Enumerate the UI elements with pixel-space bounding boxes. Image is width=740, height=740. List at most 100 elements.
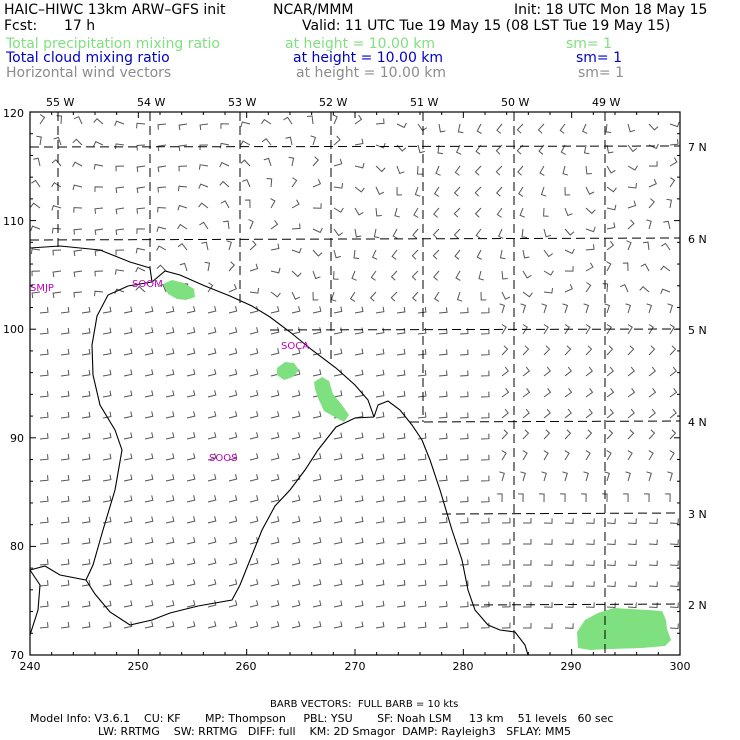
- wind-barb: [228, 369, 238, 377]
- wind-barb: [438, 580, 448, 587]
- wind-barb: [349, 291, 356, 302]
- wind-barb: [270, 558, 280, 566]
- wind-barb: [354, 207, 364, 216]
- wind-barb: [207, 411, 217, 419]
- wind-barb: [564, 284, 573, 293]
- wind-barb: [207, 579, 217, 587]
- wind-barb: [333, 474, 343, 482]
- wind-barb: [165, 327, 175, 335]
- wind-barb: [459, 391, 469, 398]
- wind-barb: [135, 247, 146, 254]
- wind-barb: [39, 601, 49, 608]
- wind-barb: [165, 516, 175, 524]
- wind-barb: [60, 579, 70, 587]
- station-label: SOOS: [209, 453, 237, 464]
- x-tick-label: 260: [236, 660, 257, 673]
- wind-barb: [522, 249, 530, 259]
- field-precip-name: Total precipitation mixing ratio: [6, 36, 220, 52]
- wind-barb: [648, 345, 656, 356]
- wind-barb: [606, 581, 616, 588]
- wind-barb: [669, 366, 678, 377]
- wind-barb: [81, 411, 91, 419]
- wind-barb: [627, 581, 637, 588]
- wind-barb: [123, 516, 133, 524]
- wind-barb: [144, 537, 154, 545]
- wind-barb: [564, 623, 574, 629]
- wind-barb: [220, 200, 230, 209]
- wind-barb: [270, 243, 280, 251]
- wind-barb: [156, 264, 167, 272]
- wind-barb: [81, 348, 91, 356]
- wind-barb: [438, 412, 448, 419]
- wind-barb: [157, 206, 167, 213]
- wind-barb: [312, 537, 322, 545]
- wind-barb: [228, 432, 238, 440]
- wind-barb: [51, 182, 62, 188]
- wind-barb: [371, 249, 378, 260]
- wind-barb: [626, 240, 632, 251]
- wind-barb: [417, 622, 427, 629]
- wind-barb: [354, 162, 365, 169]
- wind-barb: [307, 115, 314, 125]
- wind-barb: [414, 186, 421, 197]
- wind-barb: [73, 249, 83, 257]
- wind-barb: [501, 538, 511, 545]
- wind-barb: [501, 622, 511, 629]
- wind-barb: [81, 369, 91, 377]
- coastlines: [29, 245, 529, 656]
- wind-barb: [625, 471, 631, 482]
- border: [29, 281, 153, 581]
- wind-barb: [177, 223, 188, 230]
- wind-barb: [564, 388, 573, 398]
- wind-barb: [312, 179, 322, 188]
- wind-barb: [417, 123, 427, 132]
- wind-barb: [228, 558, 238, 566]
- wind-barb: [396, 144, 407, 152]
- wind-barb: [562, 165, 568, 176]
- wind-barb: [30, 225, 41, 232]
- wind-barb: [627, 450, 633, 461]
- wind-barb: [453, 186, 461, 197]
- wind-barb: [501, 580, 511, 587]
- wind-barb: [270, 495, 280, 503]
- wind-barb: [433, 270, 440, 281]
- wind-barb: [354, 327, 364, 335]
- wind-barb: [333, 558, 343, 566]
- wind-barb: [396, 165, 405, 175]
- wind-barb: [627, 345, 635, 356]
- wind-barb: [648, 178, 657, 188]
- wind-barb: [459, 475, 469, 482]
- wind-barb: [375, 600, 385, 608]
- wind-barb: [270, 474, 280, 482]
- wind-barb: [669, 157, 678, 167]
- wind-barb: [433, 186, 440, 197]
- wind-barb: [249, 411, 259, 419]
- wind-barb: [81, 579, 91, 587]
- wind-barb: [433, 207, 440, 218]
- border: [85, 416, 375, 626]
- wind-barb: [39, 391, 49, 398]
- y-tick-label: 120: [3, 107, 24, 120]
- wind-barb: [291, 270, 302, 278]
- wind-barb: [560, 144, 566, 155]
- wind-barb: [354, 186, 365, 193]
- wind-barb: [102, 453, 112, 461]
- wind-barb: [291, 516, 301, 524]
- wind-barb: [228, 537, 238, 545]
- wind-barb: [333, 135, 341, 146]
- wind-barb: [248, 219, 254, 230]
- barb-note: BARB VECTORS: FULL BARB = 10 kts: [270, 699, 459, 710]
- wind-barb: [417, 601, 427, 608]
- wind-barb: [333, 495, 343, 503]
- wind-barb: [165, 600, 175, 608]
- wind-barb: [144, 453, 154, 461]
- wind-barb: [459, 370, 469, 377]
- wind-barb: [354, 600, 364, 608]
- wind-barb: [39, 328, 49, 335]
- lon-labels: 55 W 54 W 53 W 52 W 51 W 50 W 49 W: [46, 96, 620, 109]
- wind-barb: [81, 474, 91, 482]
- wind-barb: [520, 471, 526, 482]
- wind-barb: [564, 248, 575, 255]
- wind-barb: [604, 303, 611, 314]
- wind-barb: [543, 450, 549, 461]
